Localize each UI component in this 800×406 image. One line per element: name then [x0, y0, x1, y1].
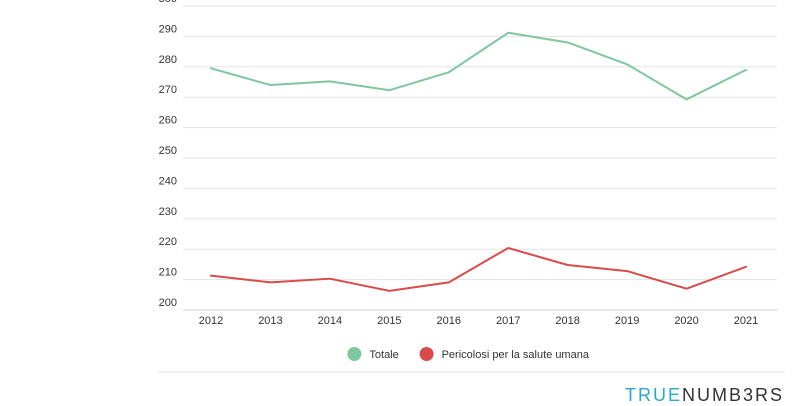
- x-tick-label: 2015: [377, 315, 401, 327]
- y-axis-ticks: 200 210 220 230 240 250 260 270 280 290 300: [159, 0, 177, 309]
- series-lines: [210, 31, 747, 292]
- series-line-0: [210, 31, 747, 101]
- logo-numbers-text: NUMB3RS: [681, 385, 784, 405]
- logo-true-text: TRUE: [624, 385, 682, 405]
- truenumbers-logo: TRUENUMB3RS: [625, 385, 784, 406]
- x-tick-label: 2014: [318, 315, 342, 327]
- y-tick-label: 300: [159, 0, 177, 5]
- legend-item[interactable]: Totale: [347, 347, 399, 361]
- legend: Totale Pericolosi per la salute umana: [347, 347, 590, 361]
- y-tick-label: 250: [159, 145, 177, 157]
- y-tick-label: 220: [159, 236, 177, 248]
- gridlines: [183, 5, 777, 311]
- x-tick-label: 2020: [674, 315, 698, 327]
- y-tick-label: 210: [159, 267, 177, 279]
- y-tick-label: 280: [159, 54, 177, 66]
- series-line-1: [210, 246, 747, 292]
- x-axis-ticks: 2012 2013 2014 2015 2016 2017 2018 2019 2020 2021: [199, 315, 758, 327]
- legend-label: Pericolosi per la salute umana: [442, 349, 590, 361]
- x-tick-label: 2013: [258, 315, 282, 327]
- x-tick-label: 2019: [615, 315, 639, 327]
- x-tick-label: 2012: [199, 315, 223, 327]
- legend-label: Totale: [369, 349, 398, 361]
- y-tick-label: 260: [159, 115, 177, 127]
- x-tick-label: 2017: [496, 315, 520, 327]
- x-tick-label: 2016: [437, 315, 461, 327]
- legend-item[interactable]: Pericolosi per la salute umana: [419, 347, 590, 361]
- y-tick-label: 270: [159, 84, 177, 96]
- x-tick-label: 2021: [734, 315, 758, 327]
- y-tick-label: 240: [159, 175, 177, 187]
- y-tick-label: 290: [159, 23, 177, 35]
- y-tick-label: 230: [159, 206, 177, 218]
- y-tick-label: 200: [159, 297, 177, 309]
- x-tick-label: 2018: [555, 315, 579, 327]
- legend-swatch: [419, 347, 434, 361]
- legend-swatch: [347, 347, 362, 361]
